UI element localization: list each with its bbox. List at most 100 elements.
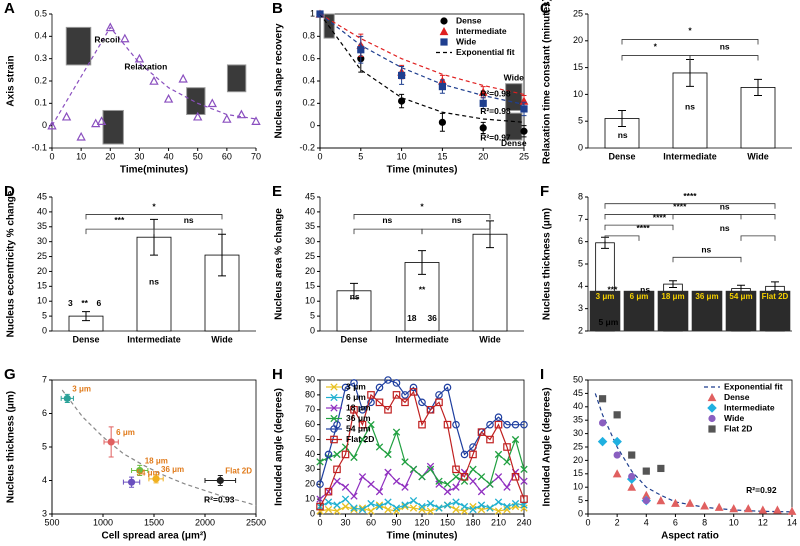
marker <box>384 468 392 476</box>
annotation: ** <box>81 298 88 308</box>
legend-marker <box>707 392 717 402</box>
marker <box>375 501 384 509</box>
x-tick-label: 0 <box>317 517 322 527</box>
marker <box>418 398 426 407</box>
point-label: 18 μm <box>145 457 168 466</box>
marker <box>520 495 528 503</box>
marker <box>178 73 188 83</box>
marker <box>91 118 101 128</box>
marker <box>409 388 418 396</box>
series-line <box>319 390 525 507</box>
marker <box>494 450 503 459</box>
marker <box>341 502 350 511</box>
marker <box>324 498 333 506</box>
y-tick-label: 0 <box>310 508 315 518</box>
marker <box>341 495 350 503</box>
error-bar <box>754 78 762 96</box>
y-tick-label: 0 <box>310 325 315 335</box>
marker <box>127 478 136 486</box>
marker <box>216 476 224 485</box>
marker <box>597 436 608 447</box>
annotation: ns <box>184 215 194 225</box>
legend-label: Wide <box>456 36 477 46</box>
image-inset <box>589 290 621 331</box>
annotation: ns <box>618 130 628 140</box>
annotation: **** <box>673 202 687 212</box>
legend-marker <box>707 403 717 413</box>
x-tick-label: 150 <box>440 517 455 527</box>
marker <box>773 505 782 514</box>
image-inset <box>505 83 523 111</box>
y-tick-label: 6 <box>42 408 47 418</box>
y-tick-label: 90 <box>305 374 315 384</box>
legend-marker <box>330 383 338 391</box>
significance-bracket <box>621 39 759 45</box>
marker <box>479 99 487 107</box>
marker <box>503 443 511 451</box>
marker <box>758 505 768 514</box>
y-tick-label: 0 <box>310 120 315 130</box>
panel-label: F <box>540 183 549 200</box>
marker <box>511 472 520 481</box>
marker <box>409 504 418 512</box>
legend-label: 6 μm <box>346 392 366 402</box>
marker <box>63 394 71 403</box>
marker <box>469 477 477 485</box>
y-tick-label: 4 <box>578 281 583 291</box>
x-tick-label: 0 <box>585 517 590 527</box>
marker <box>469 505 477 514</box>
y-tick-label: 0 <box>578 142 583 152</box>
y-tick-label: 5 <box>42 310 47 320</box>
annotation: ns <box>685 102 695 112</box>
marker <box>426 465 435 473</box>
error-bar <box>486 220 494 249</box>
marker <box>435 477 443 485</box>
marker <box>656 496 666 505</box>
marker <box>350 405 358 414</box>
marker <box>316 480 324 489</box>
significance-bracket <box>604 235 640 241</box>
point-label: 6 μm <box>116 428 135 437</box>
marker <box>367 421 375 429</box>
y-tick-label: 0.4 <box>302 75 315 85</box>
marker <box>350 505 358 514</box>
annotation: 5 μm <box>598 317 618 327</box>
y-tick-label: 5 <box>578 116 583 126</box>
annotation: * <box>688 25 692 35</box>
marker <box>375 398 384 407</box>
point-label: 54 μm <box>137 468 160 477</box>
marker <box>511 499 520 508</box>
marker <box>401 398 409 407</box>
x-axis-label: Time (minutes) <box>387 531 458 542</box>
y-tick-label: 30 <box>573 428 583 438</box>
y-tick-label: 35 <box>37 221 47 231</box>
x-tick-label: 70 <box>251 151 261 161</box>
y-tick-label: 10 <box>37 296 47 306</box>
marker <box>486 504 494 512</box>
marker <box>367 391 375 399</box>
y-axis-label: Nucleus area % change <box>274 208 285 320</box>
marker <box>350 492 358 500</box>
category-label: 36 μm <box>695 292 718 301</box>
marker <box>438 82 447 91</box>
marker <box>452 473 460 481</box>
y-tick-label: 8 <box>578 191 583 201</box>
marker <box>486 435 494 444</box>
marker <box>426 462 435 471</box>
marker <box>401 391 409 399</box>
x-tick-label: 180 <box>465 517 480 527</box>
y-axis-label: Nucleus shape recovery <box>274 23 285 138</box>
marker <box>350 453 358 462</box>
y-tick-label: 7 <box>42 374 47 384</box>
significance-bracket <box>604 203 776 209</box>
panel-label: C <box>540 0 551 17</box>
x-tick-label: 60 <box>366 517 376 527</box>
x-tick-label: 2000 <box>195 517 215 527</box>
marker <box>409 383 418 392</box>
marker <box>316 502 324 511</box>
marker <box>134 53 145 63</box>
error-bar <box>669 280 677 288</box>
annotation: 6 <box>97 298 102 308</box>
panel-label: E <box>272 183 282 200</box>
y-tick-label: 0.2 <box>302 98 315 108</box>
